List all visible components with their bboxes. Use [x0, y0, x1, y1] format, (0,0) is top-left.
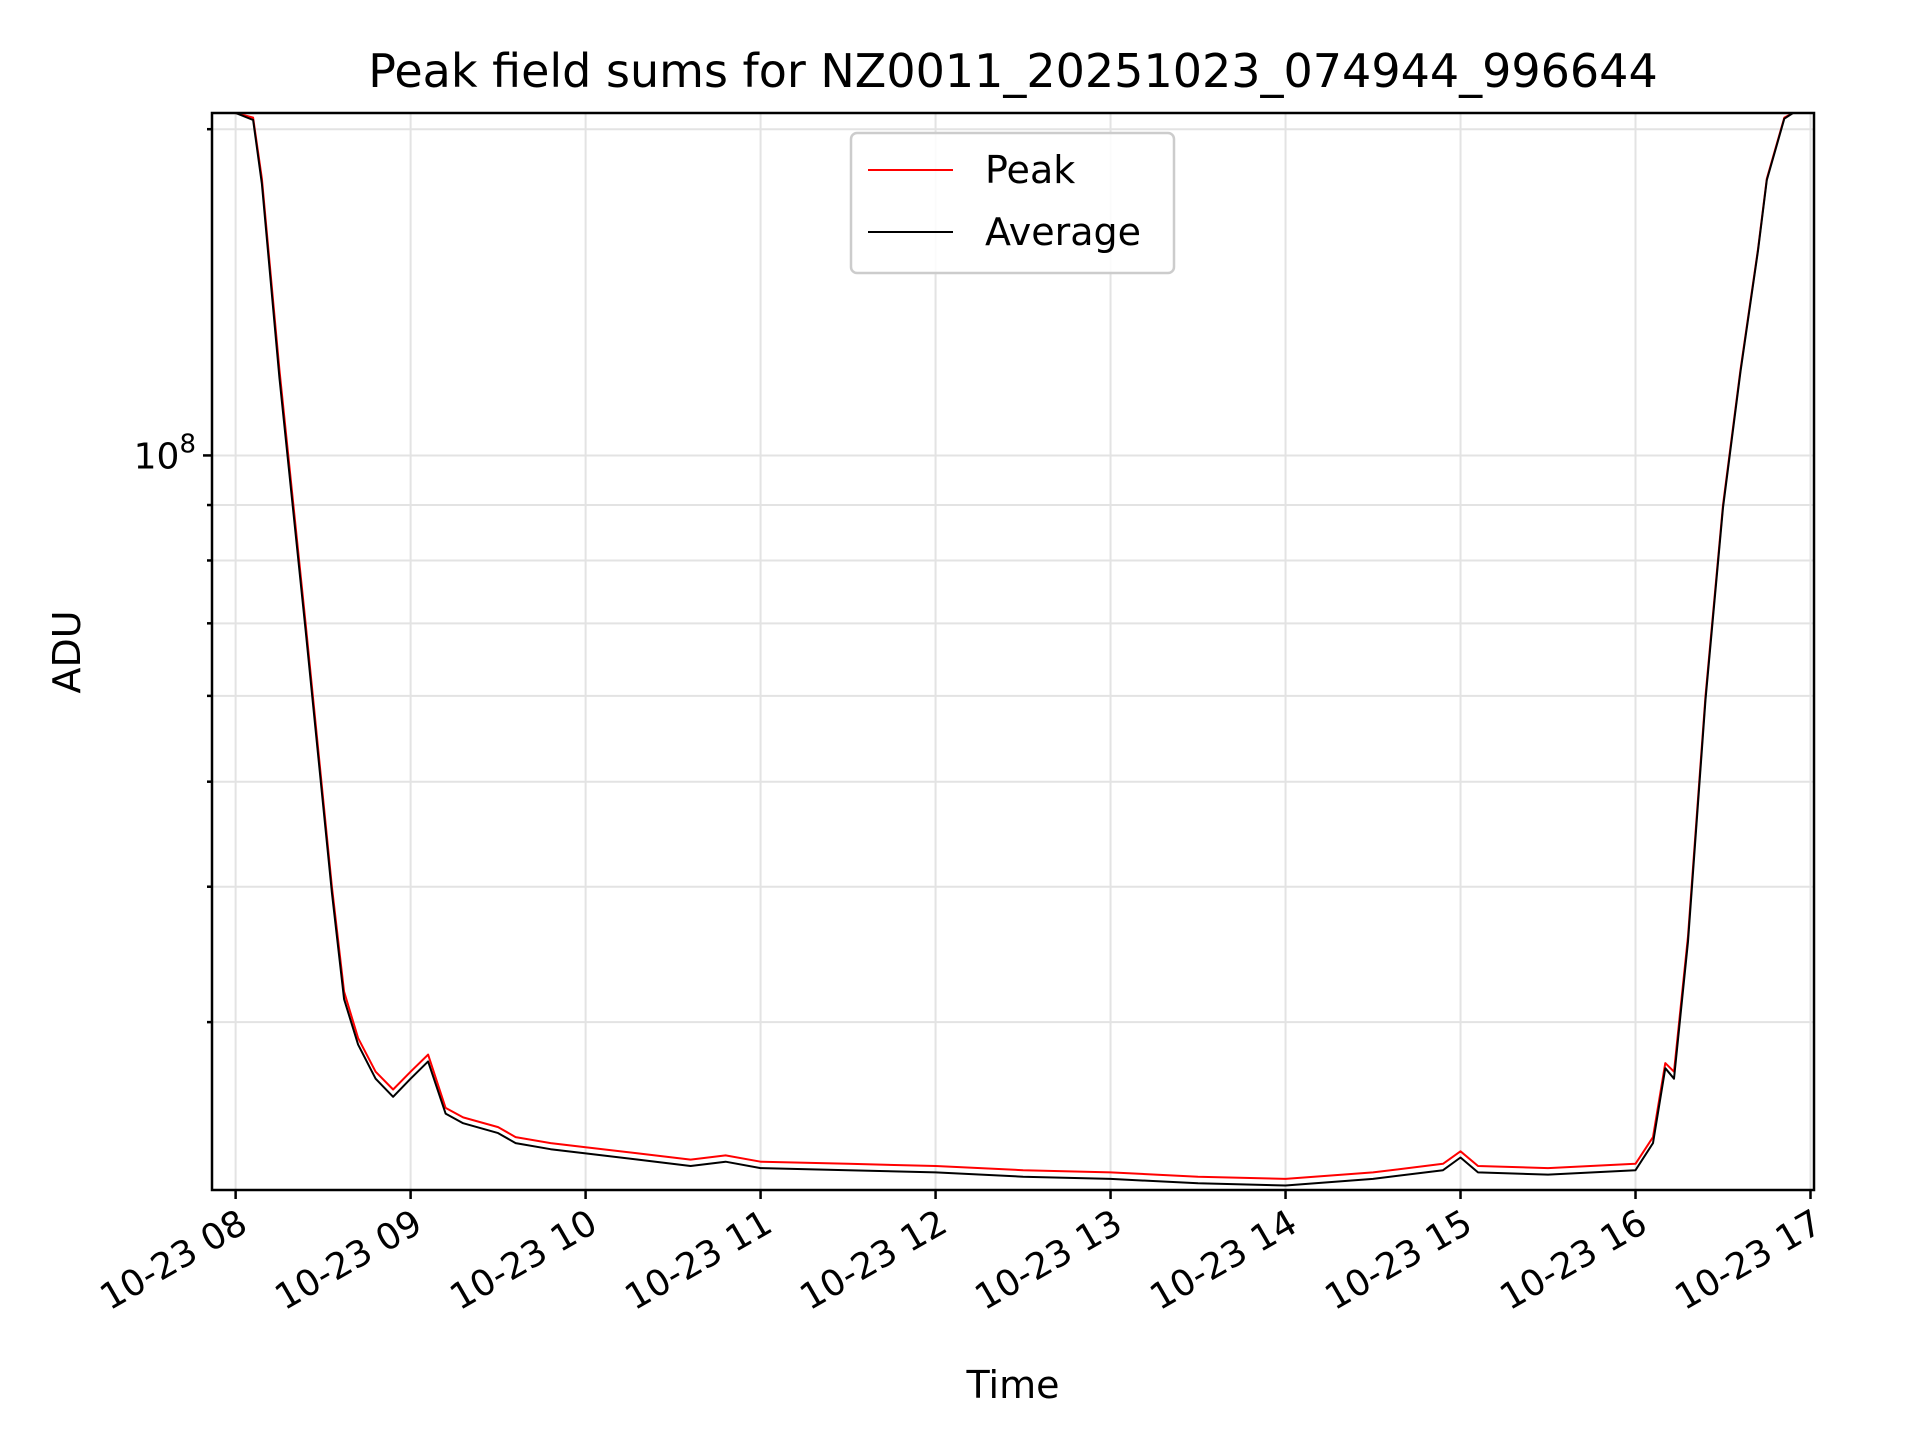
plot-frame	[210, 111, 1816, 1192]
legend: Peak Average	[849, 131, 1176, 275]
grid-layer	[212, 113, 1814, 1190]
y-axis: 108	[134, 127, 212, 1024]
x-axis-label: Time	[966, 1363, 1060, 1407]
y-tick-label-base: 10	[134, 436, 180, 477]
y-axis-label: ADU	[45, 610, 89, 693]
y-tick-label-exponent: 8	[179, 429, 196, 459]
legend-box	[849, 131, 1176, 275]
legend-label-peak: Peak	[985, 148, 1075, 192]
legend-label-average: Average	[985, 210, 1141, 254]
series-line-average	[212, 112, 1814, 1187]
series-layer	[212, 112, 1814, 1187]
y-tick-label: 108	[134, 429, 196, 477]
chart-title: Peak field sums for NZ0011_20251023_0749…	[368, 44, 1657, 98]
